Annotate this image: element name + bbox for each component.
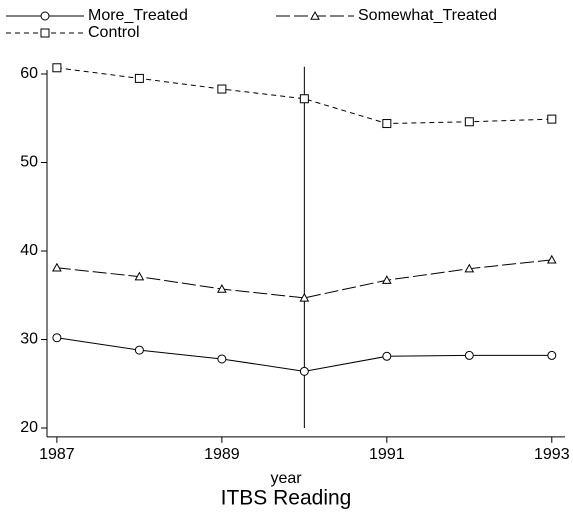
data-point <box>464 350 474 360</box>
caption: ITBS Reading <box>221 487 352 510</box>
data-point <box>299 366 309 376</box>
legend-label: Control <box>88 24 140 41</box>
data-point <box>217 354 227 364</box>
data-point <box>382 119 392 129</box>
legend-marker <box>40 28 50 38</box>
data-point <box>52 262 62 272</box>
data-point <box>546 254 557 264</box>
y-tick-label: 20 <box>20 419 38 436</box>
data-point <box>52 333 62 343</box>
data-point <box>299 292 310 302</box>
data-point <box>382 351 392 361</box>
y-tick-label: 60 <box>20 65 38 82</box>
data-point <box>52 63 62 73</box>
legend-marker <box>40 11 50 21</box>
data-point <box>134 345 144 355</box>
y-tick-label: 40 <box>20 242 38 259</box>
data-point <box>134 73 144 83</box>
data-point <box>217 84 227 94</box>
legend-marker <box>310 10 320 20</box>
data-point <box>217 284 227 293</box>
x-tick-label: 1987 <box>39 446 75 463</box>
x-tick-label: 1993 <box>534 446 570 463</box>
legend-label: More_Treated <box>88 7 188 24</box>
data-point <box>464 263 475 273</box>
data-point <box>134 271 145 281</box>
legend-label: Somewhat_Treated <box>358 7 497 24</box>
data-point <box>547 114 557 124</box>
data-point <box>381 275 392 284</box>
y-tick-label: 30 <box>20 331 38 348</box>
data-point <box>464 117 474 127</box>
x-tick-label: 1989 <box>204 446 240 463</box>
x-axis-label: year <box>270 470 302 487</box>
y-tick-label: 50 <box>20 154 38 171</box>
data-point <box>299 94 309 104</box>
x-tick-label: 1991 <box>369 446 405 463</box>
data-point <box>547 350 557 360</box>
